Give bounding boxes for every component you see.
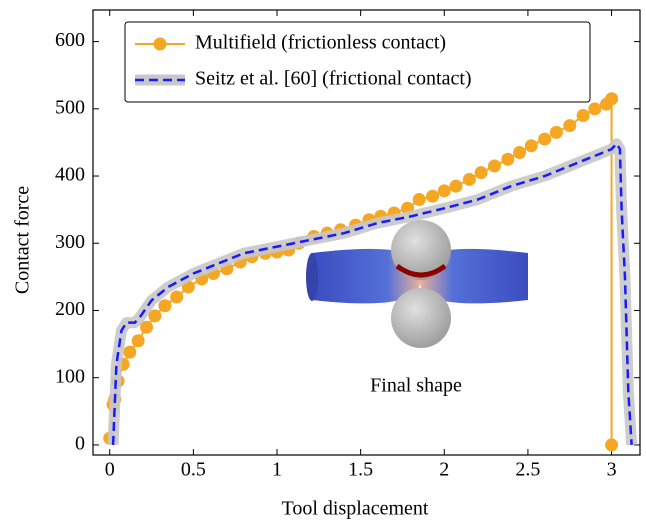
legend-label: Seitz et al. [60] (frictional contact) (195, 68, 472, 90)
x-tick-label: 0.5 (181, 459, 206, 481)
inset-image (306, 220, 528, 348)
marker (449, 179, 463, 193)
x-tick-label: 0 (105, 459, 115, 481)
marker (588, 102, 602, 116)
x-tick-label: 3 (607, 459, 617, 481)
y-tick-label: 0 (75, 433, 85, 455)
x-tick-label: 1.5 (348, 459, 373, 481)
marker (605, 438, 619, 452)
marker (474, 166, 488, 180)
marker (131, 334, 145, 348)
marker (549, 125, 563, 139)
line (111, 141, 633, 445)
y-tick-label: 200 (55, 298, 85, 320)
x-tick-label: 2 (439, 459, 449, 481)
y-tick-label: 300 (55, 231, 85, 253)
marker (170, 290, 184, 304)
marker (148, 309, 162, 323)
x-tick-label: 2.5 (515, 459, 540, 481)
marker (462, 172, 476, 186)
marker (524, 139, 538, 153)
marker (158, 299, 172, 313)
marker (412, 193, 426, 207)
y-axis-label: Contact force (12, 186, 34, 294)
y-tick-label: 100 (55, 365, 85, 387)
y-tick-label: 600 (55, 29, 85, 51)
marker (513, 146, 527, 160)
y-tick-label: 500 (55, 96, 85, 118)
legend-label: Multifield (frictionless contact) (195, 32, 446, 54)
marker (123, 345, 137, 359)
marker (140, 320, 154, 334)
x-tick-label: 1 (272, 459, 282, 481)
marker (501, 152, 515, 166)
marker (605, 92, 619, 106)
marker (487, 159, 501, 173)
legend-box (124, 21, 591, 103)
plot-frame (92, 9, 641, 456)
marker (538, 132, 552, 146)
y-tick-label: 400 (55, 164, 85, 186)
annotation: Final shape (370, 375, 462, 397)
x-axis-label: Tool displacement (282, 498, 429, 520)
marker (437, 184, 451, 198)
marker (576, 109, 590, 123)
legend-marker (153, 37, 167, 51)
marker (426, 189, 440, 203)
marker (563, 119, 577, 133)
